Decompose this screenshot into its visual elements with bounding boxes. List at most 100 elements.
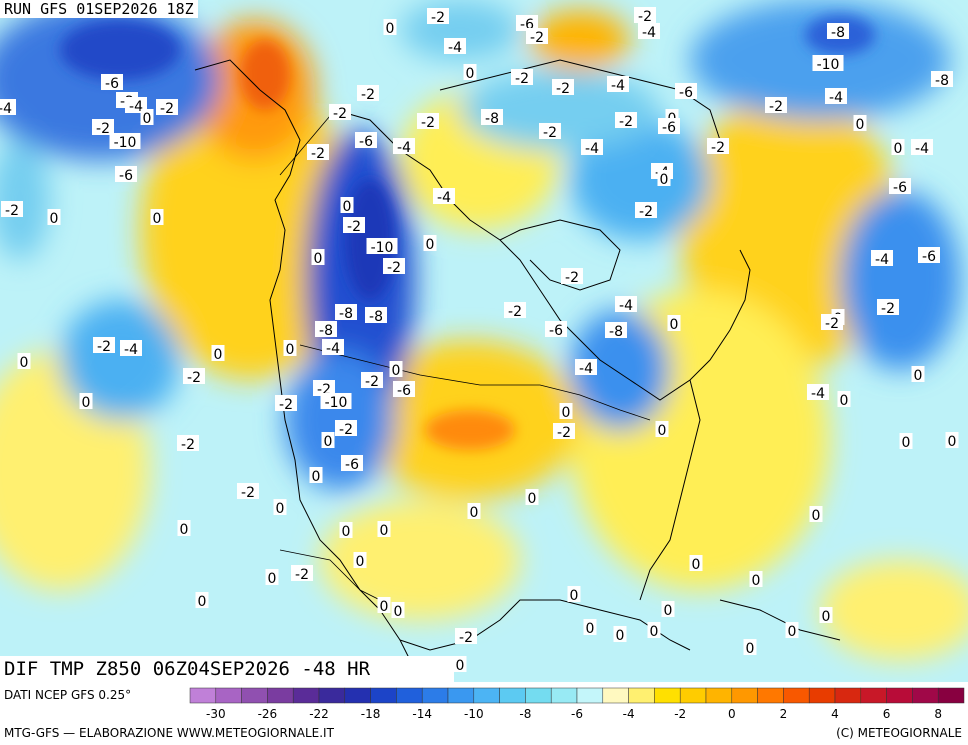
contour-label: -2 [383, 258, 405, 276]
contour-label-text: 0 [312, 469, 321, 485]
contour-label-text: -4 [326, 341, 340, 357]
contour-label-text: -4 [642, 25, 656, 41]
contour-label-text: 0 [394, 604, 403, 620]
contour-label: 0 [377, 597, 391, 615]
contour-label: 0 [463, 64, 477, 82]
contour-label-text: -2 [881, 301, 895, 317]
contour-label: -6 [101, 74, 123, 92]
contour-label: 0 [177, 520, 191, 538]
contour-label: -10 [109, 133, 141, 151]
legend-swatch [937, 687, 965, 704]
contour-label: -4 [581, 139, 603, 157]
contour-label-text: -10 [325, 395, 348, 411]
contour-label: 0 [273, 499, 287, 517]
contour-label: 0 [891, 139, 905, 157]
contour-label: -2 [539, 123, 561, 141]
contour-label-text: -2 [431, 10, 445, 26]
contour-label: 0 [689, 555, 703, 573]
contour-label: -2 [707, 138, 729, 156]
legend-swatch [473, 687, 500, 704]
contour-label-text: 0 [562, 405, 571, 421]
contour-label-text: -4 [579, 361, 593, 377]
contour-label-text: -2 [557, 425, 571, 441]
contour-label: 0 [657, 170, 671, 188]
contour-label: -2 [291, 565, 313, 583]
contour-label-text: -2 [711, 140, 725, 156]
legend-swatch [731, 687, 758, 704]
contour-label: -2 [329, 104, 351, 122]
contour-label: -8 [365, 307, 387, 325]
contour-label-text: 0 [276, 501, 285, 517]
contour-label: -2 [553, 423, 575, 441]
contour-label-text: -2 [181, 437, 195, 453]
contour-label-text: -2 [241, 485, 255, 501]
legend-tick-label: 2 [780, 707, 788, 721]
contour-label-text: -4 [811, 386, 825, 402]
contour-label-text: 0 [180, 522, 189, 538]
contour-label: -2 [427, 8, 449, 26]
legend-swatch [499, 687, 526, 704]
legend-swatch [370, 687, 397, 704]
contour-label-text: -2 [97, 339, 111, 355]
contour-label-text: -2 [769, 99, 783, 115]
contour-label-text: 0 [856, 117, 865, 133]
contour-label: -4 [575, 359, 597, 377]
contour-label-text: -4 [397, 140, 411, 156]
contour-label: 0 [613, 626, 627, 644]
contour-label: -2 [335, 420, 357, 438]
contour-label-text: -2 [311, 146, 325, 162]
contour-label: 0 [195, 592, 209, 610]
legend-swatch [628, 687, 655, 704]
contour-label-text: 0 [840, 393, 849, 409]
contour-label: -2 [765, 97, 787, 115]
contour-label: -2 [237, 483, 259, 501]
contour-label-text: -2 [339, 422, 353, 438]
legend-swatch [576, 687, 604, 704]
contour-label-text: -4 [437, 190, 451, 206]
legend-swatch [267, 687, 294, 704]
contour-label: 0 [309, 467, 323, 485]
contour-label-text: 0 [380, 599, 389, 615]
contour-label-text: 0 [570, 588, 579, 604]
contour-label-text: -6 [549, 323, 563, 339]
contour-label: 0 [423, 235, 437, 253]
contour-label-text: -2 [459, 630, 473, 646]
contour-label-text: -2 [347, 219, 361, 235]
contour-label: 0 [17, 353, 31, 371]
contour-label: -4 [444, 38, 466, 56]
contour-label: -10 [812, 55, 844, 73]
contour-label: -2 [455, 628, 477, 646]
contour-label-text: -2 [515, 71, 529, 87]
legend-tick-label: -10 [464, 707, 484, 721]
contour-label: -2 [615, 112, 637, 130]
contour-label-text: -2 [543, 125, 557, 141]
contour-label-text: 0 [894, 141, 903, 157]
contour-label-text: 0 [342, 524, 351, 540]
legend-swatch [808, 687, 836, 704]
contour-label: -2 [877, 299, 899, 317]
legend-scale: -30-26-22-18-14-10-8-6-4-202468101418223… [189, 687, 965, 721]
contour-label-text: 0 [386, 21, 395, 37]
contour-label: 0 [79, 393, 93, 411]
contour-label-text: -4 [611, 78, 625, 94]
contour-label-text: 0 [286, 342, 295, 358]
contour-label: -4 [120, 340, 142, 358]
contour-label: -2 [275, 395, 297, 413]
contour-label: -8 [931, 71, 953, 89]
contour-label: -2 [183, 368, 205, 386]
contour-label: -2 [92, 119, 114, 137]
contour-label-text: 0 [616, 628, 625, 644]
contour-label-text: -2 [5, 203, 19, 219]
field-label: DIF TMP Z850 06Z04SEP2026 -48 HR [0, 656, 454, 682]
legend-tick-label: -2 [674, 707, 686, 721]
contour-label: -8 [335, 304, 357, 322]
contour-label: -4 [871, 250, 893, 268]
contour-label-text: 0 [746, 641, 755, 657]
legend-swatch [912, 687, 939, 704]
contour-label-text: -4 [619, 298, 633, 314]
contour-label: 0 [383, 19, 397, 37]
contour-label: -6 [675, 83, 697, 101]
contour-label-text: -4 [585, 141, 599, 157]
contour-label-text: 0 [268, 571, 277, 587]
contour-label-text: 0 [902, 435, 911, 451]
